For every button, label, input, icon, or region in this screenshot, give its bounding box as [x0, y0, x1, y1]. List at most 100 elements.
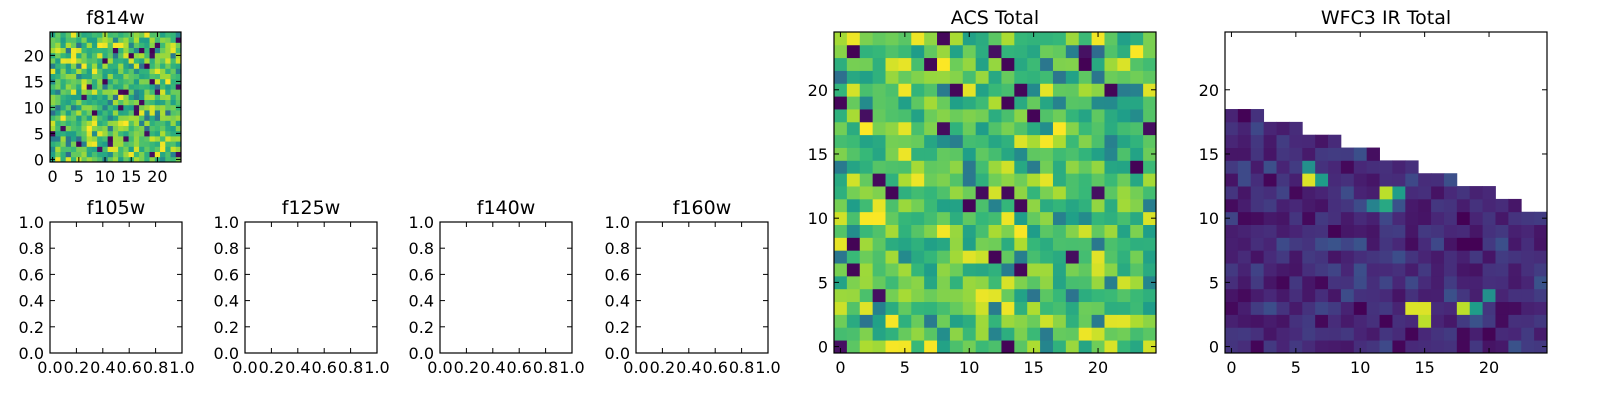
heatmap-cell [962, 57, 977, 71]
heatmap-cell [55, 130, 61, 137]
heatmap-cell [988, 327, 1002, 341]
heatmap-cell [1392, 275, 1406, 290]
y-tick-label: 15 [808, 145, 828, 164]
heatmap-cell [975, 327, 989, 341]
heatmap-cell [76, 120, 82, 126]
heatmap-cell [1001, 186, 1015, 200]
heatmap-cell [97, 63, 103, 69]
heatmap-cell [139, 125, 145, 132]
heatmap-cell [1104, 96, 1118, 110]
heatmap-cell [1065, 198, 1080, 213]
heatmap-cell [975, 224, 989, 238]
heatmap-cell [924, 44, 938, 59]
heatmap-cell [1418, 211, 1432, 225]
heatmap-cell [128, 151, 135, 158]
heatmap-cell [165, 32, 171, 38]
heatmap-cell [1469, 198, 1483, 213]
heatmap-cell [1027, 147, 1041, 161]
heatmap-cell [885, 275, 899, 290]
heatmap-cell [872, 237, 886, 251]
heatmap-cell [1225, 237, 1239, 251]
heatmap-cell [175, 110, 182, 116]
heatmap-cell [118, 141, 124, 147]
heatmap-cell [1302, 211, 1316, 225]
heatmap-cell [975, 173, 989, 187]
heatmap-cell [1104, 327, 1118, 341]
heatmap-cell [118, 146, 124, 152]
heatmap-cell [149, 115, 156, 121]
heatmap-cell [1263, 340, 1277, 354]
heatmap-cell [924, 70, 938, 84]
heatmap-cell [1040, 250, 1054, 264]
heatmap-cell [1225, 160, 1239, 174]
heatmap-cell [1521, 224, 1535, 238]
heatmap-cell [60, 99, 67, 106]
heatmap-cell [175, 115, 182, 121]
heatmap-cell [924, 340, 938, 354]
heatmap-cell [1456, 237, 1471, 251]
heatmap-cell [937, 173, 951, 187]
heatmap-cell [834, 96, 848, 110]
heatmap-cell [118, 104, 124, 111]
y-tick-label: 0 [818, 338, 828, 357]
heatmap-cell [1104, 83, 1118, 97]
heatmap-cell [1353, 288, 1368, 303]
heatmap-cell [1456, 186, 1471, 200]
heatmap-cell [1328, 198, 1342, 213]
heatmap-cell [1040, 44, 1054, 59]
heatmap-cell [175, 32, 182, 38]
heatmap-cell [144, 68, 150, 74]
heatmap-cell [1052, 288, 1067, 303]
heatmap-cell [1040, 83, 1054, 97]
heatmap-cell [962, 275, 977, 290]
heatmap-cell [962, 314, 977, 328]
heatmap-cell [846, 83, 861, 97]
heatmap-cell [160, 47, 166, 54]
heatmap-cell [1263, 263, 1277, 277]
heatmap-cell [988, 237, 1002, 251]
heatmap-cell [1027, 109, 1041, 123]
heatmap-cell [1456, 250, 1471, 264]
heatmap-cell [1276, 134, 1290, 148]
y-tick-label: 0.2 [605, 318, 630, 337]
heatmap-cell [139, 151, 145, 158]
heatmap-cell [885, 211, 899, 225]
heatmap-cell [128, 73, 135, 80]
heatmap-cell [1250, 147, 1265, 161]
heatmap-cell [118, 37, 124, 43]
heatmap-cell [1328, 173, 1342, 187]
heatmap-cell [86, 120, 93, 126]
heatmap-cell [144, 94, 150, 100]
heatmap-cell [924, 224, 938, 238]
heatmap-cell [97, 84, 103, 90]
heatmap-cell [1052, 57, 1067, 71]
heatmap-cell [1418, 327, 1432, 341]
heatmap-cell [97, 94, 103, 100]
heatmap-cell [139, 130, 145, 137]
heatmap-cell [70, 130, 77, 137]
heatmap-cell [1014, 275, 1028, 290]
heatmap-cell [1250, 301, 1265, 315]
heatmap-cell [55, 99, 61, 106]
heatmap-cell [1392, 288, 1406, 303]
heatmap-cell [1130, 340, 1144, 354]
heatmap-cell [1302, 314, 1316, 328]
heatmap-cell [86, 146, 93, 152]
heatmap-cell [1443, 224, 1458, 238]
heatmap-cell [1014, 314, 1028, 328]
heatmap-cell [144, 42, 150, 48]
heatmap-cell [1052, 83, 1067, 97]
heatmap-cell [924, 288, 938, 303]
heatmap-cell [149, 73, 156, 80]
heatmap-cell [1276, 224, 1290, 238]
heatmap-cell [1302, 275, 1316, 290]
heatmap-cell [97, 99, 103, 106]
heatmap-cell [60, 52, 67, 59]
heatmap-cell [1065, 250, 1080, 264]
heatmap-cell [1534, 327, 1548, 341]
heatmap-cell [962, 198, 977, 213]
heatmap-cell [1065, 160, 1080, 174]
heatmap-cell [1130, 198, 1144, 213]
heatmap-cell [1315, 224, 1329, 238]
heatmap-cell [112, 78, 119, 85]
